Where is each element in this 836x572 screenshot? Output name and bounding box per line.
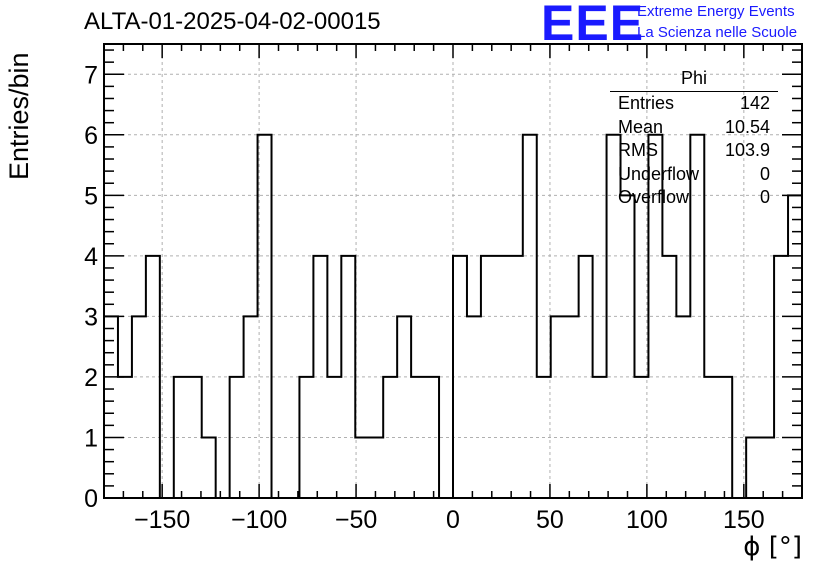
x-tick-label: −50 <box>335 506 377 534</box>
x-tick-label: 150 <box>723 506 765 534</box>
histogram-bin <box>467 316 481 498</box>
y-tick-label: 6 <box>84 122 98 150</box>
stats-value: 10.54 <box>724 116 770 137</box>
histogram-bin <box>397 316 411 498</box>
histogram-bin <box>565 316 579 498</box>
y-tick-label: 7 <box>84 61 98 89</box>
histogram-bin <box>704 377 718 498</box>
histogram-bin <box>327 377 341 498</box>
histogram-bin <box>104 316 118 498</box>
stats-label: Entries <box>618 93 675 113</box>
histogram-bin <box>718 377 732 498</box>
y-tick-label: 0 <box>84 485 98 513</box>
histogram-bin <box>355 437 369 498</box>
stats-label: RMS <box>618 140 658 160</box>
histogram-bin <box>244 316 258 498</box>
stats-row-underflow: Underflow 0 <box>610 163 778 187</box>
histogram-bin <box>495 256 509 498</box>
stats-row-overflow: Overflow 0 <box>610 186 778 210</box>
x-tick-label: 100 <box>626 506 668 534</box>
stats-value: 0 <box>759 163 770 184</box>
histogram-bin <box>341 256 355 498</box>
histogram-bin <box>760 437 774 498</box>
histogram-bin <box>202 437 216 498</box>
chart-title: ALTA-01-2025-04-02-00015 <box>84 8 381 35</box>
x-tick-label: 50 <box>536 506 564 534</box>
histogram-bin <box>523 135 537 498</box>
stats-label: Overflow <box>618 187 690 207</box>
histogram-bin <box>383 377 397 498</box>
histogram-bin <box>313 256 327 498</box>
x-tick-label: −100 <box>231 506 287 534</box>
y-tick-label: 4 <box>84 243 98 271</box>
histogram-bin <box>551 316 565 498</box>
y-tick-label: 5 <box>84 182 98 210</box>
histogram-bin <box>258 135 272 498</box>
histogram-bin <box>579 256 593 498</box>
stats-title: Phi <box>610 68 778 92</box>
eee-logo-line1: Extreme Energy Events <box>637 3 795 20</box>
histogram-bin <box>425 377 439 498</box>
stats-box: Phi Entries 142 Mean 10.54 RMS 103.9 Und… <box>610 68 778 210</box>
histogram-bin <box>299 377 313 498</box>
axis-ticks <box>103 44 803 499</box>
histogram-bin <box>411 377 425 498</box>
histogram-bin <box>593 377 607 498</box>
histogram-bin <box>174 377 188 498</box>
stats-label: Mean <box>618 116 664 137</box>
histogram-bin <box>369 437 383 498</box>
histogram-bin <box>537 377 551 498</box>
y-tick-label: 3 <box>84 303 98 331</box>
eee-logo: EEE <box>541 0 645 51</box>
stats-value: 103.9 <box>724 140 770 160</box>
histogram-bin <box>621 195 635 498</box>
stats-value: 142 <box>739 93 770 113</box>
x-tick-label: −150 <box>134 506 190 534</box>
y-axis-label: Entries/bin <box>4 52 34 180</box>
stats-row-entries: Entries 142 <box>610 92 778 116</box>
histogram-bin <box>188 377 202 498</box>
x-axis-label: ϕ [°] <box>743 532 802 562</box>
histogram-bin <box>132 316 146 498</box>
stats-row-mean: Mean 10.54 <box>610 116 778 140</box>
stats-row-rms: RMS 103.9 <box>610 139 778 163</box>
eee-logo-line2: La Scienza nelle Scuole <box>637 24 798 41</box>
histogram-bin <box>662 256 676 498</box>
histogram-bin <box>230 377 244 498</box>
stats-value: 0 <box>759 187 770 207</box>
tick-labels: −150 −100 −50 0 50 100 150 0 1 2 3 4 5 6 7 <box>84 61 765 534</box>
histogram-bin <box>676 316 690 498</box>
y-tick-label: 1 <box>84 424 98 452</box>
histogram-bin <box>509 256 523 498</box>
y-tick-label: 2 <box>84 364 98 392</box>
histogram-bin <box>453 256 467 498</box>
x-tick-label: 0 <box>446 506 460 534</box>
histogram-bin <box>146 256 160 498</box>
histogram-bin <box>481 256 495 498</box>
histogram-bin <box>788 195 802 498</box>
histogram-bin <box>634 377 648 498</box>
histogram-bin <box>746 437 760 498</box>
stats-label: Underflow <box>618 163 700 184</box>
